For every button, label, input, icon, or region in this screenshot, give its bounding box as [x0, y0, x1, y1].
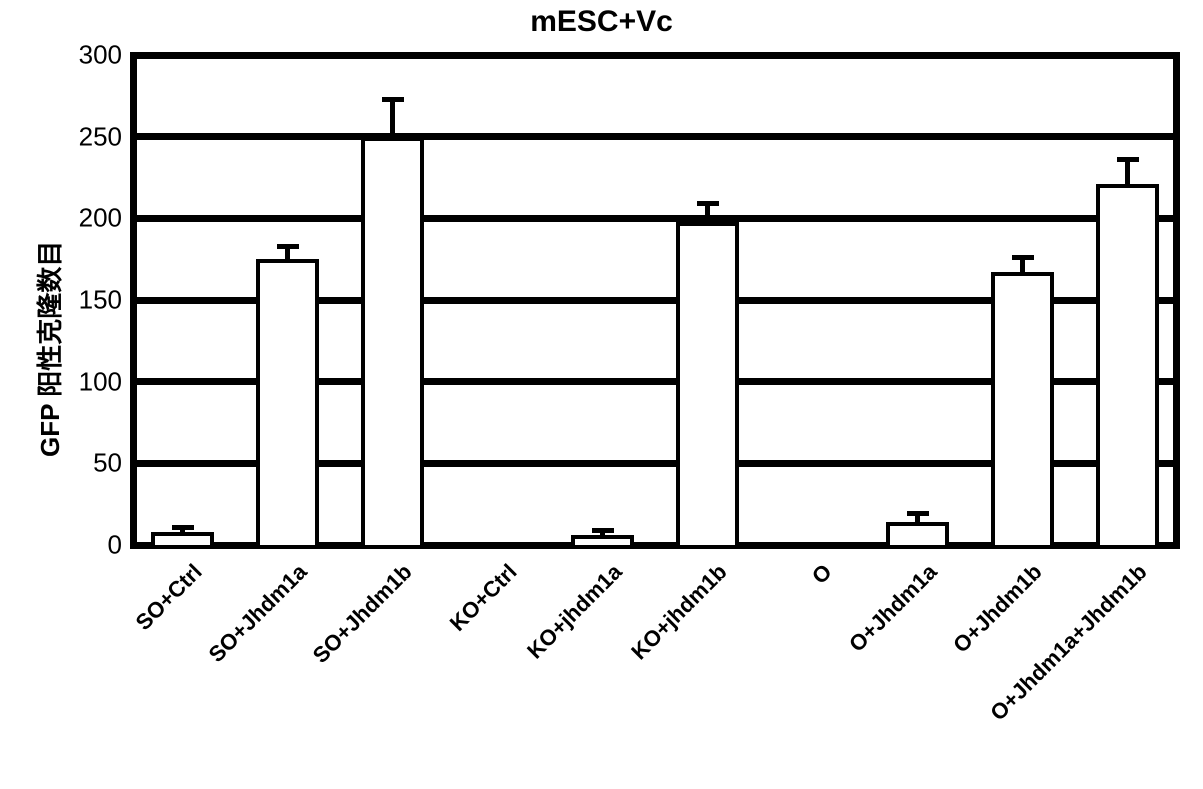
ytick-label: 300 [62, 40, 122, 71]
xtick-label: KO+jhdm1b [626, 559, 732, 665]
bar [991, 272, 1054, 545]
gridline [130, 215, 1180, 222]
gridline [130, 52, 1180, 59]
error-cap [697, 201, 719, 206]
error-cap [1117, 157, 1139, 162]
error-cap [277, 244, 299, 249]
error-cap [907, 511, 929, 516]
chart-container: mESC+Vc GFP 阳性克隆数目 0 50 100 150 200 250 300 SO+… [0, 0, 1203, 789]
xtick-label: SO+Jhdm1a [203, 559, 312, 668]
ytick-label: 200 [62, 203, 122, 234]
xtick-label: SO+Ctrl [130, 559, 207, 636]
xtick-label: O+Jhdm1a [844, 559, 942, 657]
bar [1096, 184, 1159, 545]
error-cap [382, 97, 404, 102]
error-cap [1012, 255, 1034, 260]
error-bar [705, 204, 710, 222]
ytick-label: 0 [62, 530, 122, 561]
bar [676, 222, 739, 545]
xtick-label: O [806, 559, 836, 589]
gridline [130, 133, 1180, 140]
bar [886, 522, 949, 545]
bar [256, 259, 319, 545]
bar [151, 532, 214, 545]
error-cap [172, 525, 194, 530]
ytick-label: 150 [62, 285, 122, 316]
error-bar [1125, 160, 1130, 185]
xtick-label: KO+jhdm1a [522, 559, 627, 664]
error-cap [592, 528, 614, 533]
error-bar [390, 99, 395, 137]
ytick-label: 50 [62, 448, 122, 479]
chart-title: mESC+Vc [0, 5, 1203, 39]
plot-area [130, 55, 1180, 545]
xtick-label: SO+Jhdm1b [307, 559, 417, 669]
bar [361, 137, 424, 545]
ytick-label: 100 [62, 366, 122, 397]
bar [571, 535, 634, 545]
ytick-label: 250 [62, 121, 122, 152]
xtick-label: KO+Ctrl [444, 559, 522, 637]
y-axis-label: GFP 阳性克隆数目 [30, 241, 67, 457]
xtick-label: O+Jhdm1b [948, 559, 1047, 658]
